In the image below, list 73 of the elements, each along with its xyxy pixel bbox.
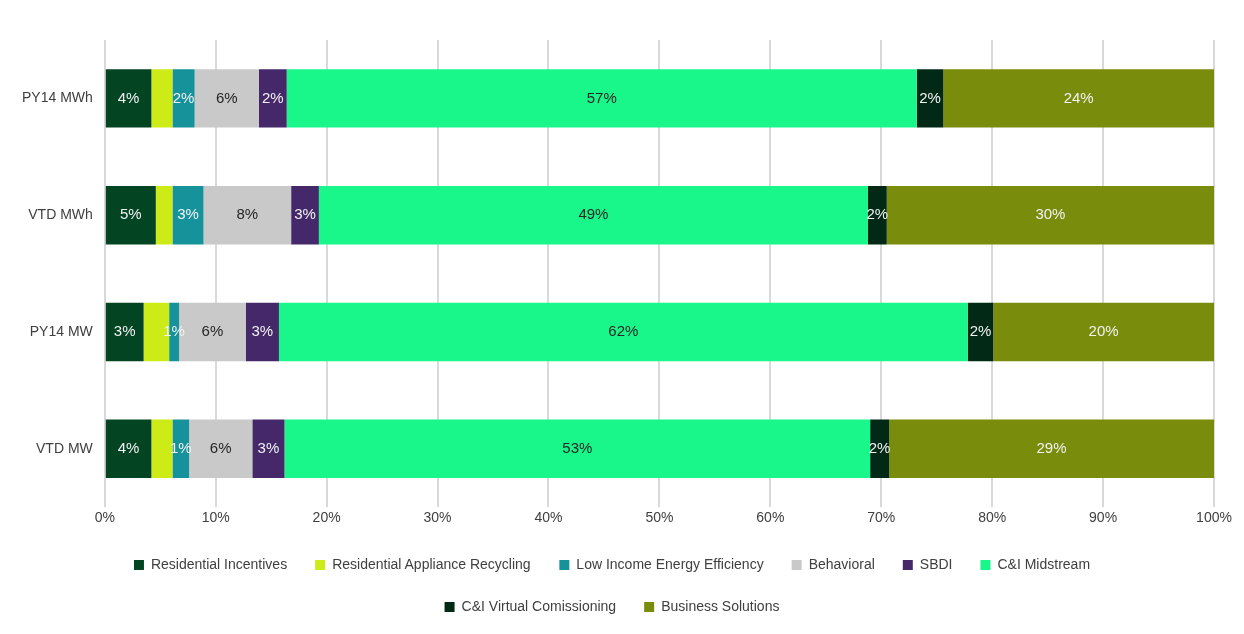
data-label: 2%: [262, 88, 284, 106]
data-label: 2%: [969, 322, 992, 340]
data-label: 3%: [113, 322, 136, 340]
x-tick-label: 40%: [534, 509, 563, 526]
data-label: 30%: [1035, 205, 1066, 223]
legend-label: SBDI: [919, 555, 953, 572]
legend-label: C&I Midstream: [997, 555, 1091, 572]
x-tick-label: 100%: [1196, 509, 1232, 526]
bar: [105, 186, 156, 245]
y-tick-label: PY14 MW: [29, 322, 94, 339]
bar: [189, 419, 253, 478]
legend-label: Business Solutions: [661, 597, 780, 614]
data-label: 3%: [294, 205, 316, 223]
bar: [203, 186, 292, 245]
data-label: 20%: [1088, 322, 1119, 340]
bar: [318, 186, 868, 245]
data-label: 3%: [251, 322, 274, 340]
data-label: 57%: [586, 88, 617, 106]
data-label: 49%: [578, 205, 609, 223]
x-tick-label: 20%: [312, 509, 341, 526]
legend-label: Low Income Energy Efficiency: [576, 555, 764, 572]
data-label: 6%: [215, 88, 238, 106]
data-label: 2%: [172, 88, 195, 106]
data-label: 8%: [236, 205, 259, 223]
bar: [889, 419, 1214, 478]
bar: [151, 69, 173, 128]
data-label: 3%: [177, 205, 199, 223]
data-label: 4%: [117, 88, 140, 106]
y-tick-label: VTD MWh: [28, 206, 93, 223]
x-tick-label: 70%: [867, 509, 896, 526]
data-label: 53%: [562, 438, 593, 456]
legend-label: Behavioral: [808, 555, 875, 572]
data-label: 5%: [119, 205, 142, 223]
legend-label: Residential Incentives: [150, 555, 288, 572]
x-tick-label: 10%: [201, 509, 230, 526]
x-tick-label: 30%: [423, 509, 452, 526]
legend-label: C&I Virtual Comissioning: [461, 597, 617, 614]
bar: [105, 69, 152, 128]
bar: [155, 186, 173, 245]
bar: [943, 69, 1214, 128]
bar: [258, 69, 287, 128]
bar: [194, 69, 259, 128]
data-label: 62%: [608, 322, 639, 340]
bar: [286, 69, 917, 128]
bar: [252, 419, 285, 478]
bar: [172, 186, 204, 245]
x-tick-label: 80%: [978, 509, 1007, 526]
bar: [886, 186, 1214, 245]
data-label: 6%: [209, 438, 232, 456]
data-label: 24%: [1063, 88, 1094, 106]
y-tick-label: PY14 MWh: [21, 89, 93, 106]
data-label: 1%: [163, 322, 185, 340]
x-tick-label: 0%: [94, 509, 115, 526]
bar: [151, 419, 173, 478]
bar: [245, 302, 279, 362]
bar: [291, 186, 319, 245]
data-label: 29%: [1036, 438, 1067, 456]
y-tick-label: VTD MW: [36, 439, 94, 456]
data-label: 6%: [201, 322, 224, 340]
bar: [105, 419, 152, 478]
x-tick-label: 50%: [645, 509, 674, 526]
bar: [105, 302, 144, 362]
bar: [172, 69, 195, 128]
data-label: 4%: [117, 438, 140, 456]
data-label: 2%: [919, 88, 941, 106]
bar: [993, 302, 1214, 362]
bar: [916, 69, 944, 128]
x-tick-label: 60%: [756, 509, 785, 526]
bar: [278, 302, 968, 362]
bar: [284, 419, 871, 478]
legend-label: Residential Appliance Recycling: [332, 555, 531, 572]
x-tick-label: 90%: [1089, 509, 1118, 526]
data-label: 3%: [257, 438, 280, 456]
